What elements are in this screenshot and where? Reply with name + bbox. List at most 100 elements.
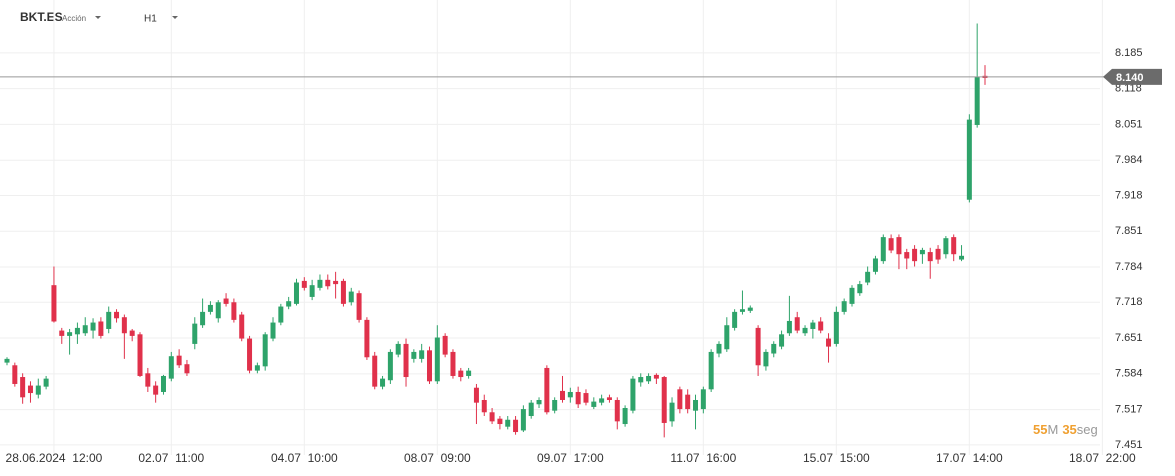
candle-body [693, 399, 699, 411]
candle-body [168, 356, 174, 379]
symbol[interactable]: BKT.ES [20, 10, 63, 24]
x-tick-label: 28.06.2024 12:00 [6, 451, 103, 465]
x-tick-label: 08.07 09:00 [404, 451, 471, 465]
candle-body [145, 373, 151, 387]
candle-body [20, 377, 26, 398]
candle-body [802, 327, 808, 334]
candle-body [270, 322, 276, 339]
candle-body [513, 419, 519, 433]
candle-body [888, 238, 894, 251]
candle-body [747, 307, 753, 311]
candle-body [606, 397, 612, 400]
current-price-tag [1103, 68, 1162, 85]
y-tick-label: 8.051 [1115, 118, 1143, 130]
candle-body [153, 385, 159, 395]
candle-body [653, 374, 659, 379]
header: BKT.ES Acción H1 [20, 10, 178, 25]
candle-body [106, 311, 112, 329]
candle-body [98, 321, 104, 336]
candle-body [380, 378, 386, 387]
y-tick-label: 7.718 [1115, 296, 1143, 308]
candle-body [223, 298, 229, 304]
candle-body [536, 399, 542, 405]
candle-body [857, 284, 863, 294]
x-tick-label: 17.07 14:00 [936, 451, 1003, 465]
y-tick-label: 7.451 [1115, 439, 1143, 451]
candle-body [4, 358, 10, 363]
countdown-seconds: 35 [1062, 422, 1076, 437]
candle-body [262, 334, 268, 367]
timeframe[interactable]: H1 [144, 14, 157, 25]
candle-body [481, 399, 487, 413]
candle-body [254, 365, 260, 371]
candle-body [340, 280, 346, 304]
candle-body [333, 280, 339, 285]
candle-body [192, 323, 198, 344]
candle-body [489, 412, 495, 422]
candle-body [372, 355, 378, 387]
candle-body [685, 394, 691, 410]
candle-body [121, 317, 127, 334]
candle-body [176, 355, 182, 366]
candle-body [810, 322, 816, 329]
candle-body [364, 319, 370, 358]
candle-body [419, 350, 425, 359]
x-tick-label: 04.07 10:00 [271, 451, 338, 465]
candle-body [12, 365, 18, 384]
candle-body [317, 279, 323, 288]
candle-body [959, 255, 965, 260]
candle-body [129, 330, 135, 336]
candle-body [27, 385, 33, 394]
candle-body [231, 302, 237, 320]
candle-body [184, 364, 190, 374]
candle-body [458, 370, 464, 378]
candle-body [59, 330, 65, 336]
candle-body [239, 314, 245, 339]
instrument-type: Acción [62, 14, 86, 23]
candle-body [872, 258, 878, 272]
candle-body [896, 237, 902, 255]
y-tick-label: 7.918 [1115, 189, 1143, 201]
axes: 7.451 7.517 7.584 7.651 7.718 7.784 7.851 7.918… [0, 47, 1162, 465]
x-tick-label: 18.07 22:00 [1069, 451, 1136, 465]
candle-body [966, 119, 972, 200]
candle-body [544, 367, 550, 413]
candle-body [497, 418, 503, 425]
candle-body [630, 378, 636, 411]
countdown: 55M 35seg [1033, 422, 1098, 437]
candle-body [724, 325, 730, 350]
candle-body [583, 393, 589, 403]
candle-body [904, 252, 910, 259]
dropdown-arrow[interactable] [95, 16, 101, 19]
candle-body [466, 370, 472, 376]
candle-body [677, 389, 683, 410]
grid [0, 0, 1103, 455]
y-tick-label: 8.118 [1115, 83, 1142, 95]
y-tick-label: 7.584 [1115, 368, 1143, 380]
candle-body [700, 389, 706, 410]
candle-body [247, 338, 253, 371]
candle-body [567, 391, 573, 398]
candle-body [591, 401, 597, 407]
candle-body [739, 309, 745, 312]
candle-body [348, 291, 354, 303]
candle-body [708, 351, 714, 390]
dropdown-arrow[interactable] [172, 16, 178, 19]
candle-body [841, 301, 847, 312]
y-tick-label: 7.517 [1115, 404, 1143, 416]
y-tick-label: 7.984 [1115, 154, 1143, 166]
candle-body [473, 387, 479, 403]
candle-body [82, 325, 88, 334]
candle-body [528, 402, 534, 417]
candle-body [293, 282, 299, 304]
candles [4, 23, 988, 438]
candle-body [575, 391, 581, 405]
candle-body [794, 317, 800, 331]
candle-body [818, 321, 824, 331]
candle-body [974, 76, 980, 125]
countdown-minutes-unit: M [1047, 422, 1058, 437]
candle-body [771, 343, 777, 354]
candle-body [35, 385, 41, 395]
